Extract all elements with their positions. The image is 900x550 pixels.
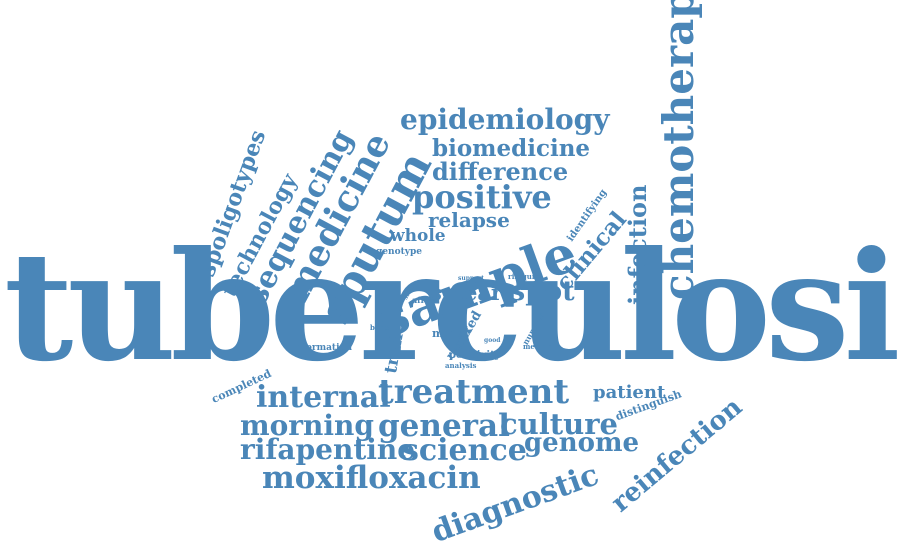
- word-positive: positive: [412, 178, 552, 216]
- word-rifapentine: rifapentine: [240, 433, 416, 466]
- word-median: median: [523, 342, 553, 351]
- word-morning: morning: [240, 409, 374, 442]
- word-moxifloxacin: moxifloxacin: [262, 460, 481, 496]
- word-positivity: positivity: [449, 350, 501, 361]
- word-africa: africa: [412, 295, 438, 305]
- word-whole: whole: [390, 226, 446, 246]
- word-tuberculosis: tuberculosis: [4, 219, 900, 395]
- word-culture: culture: [500, 407, 618, 441]
- word-support: support: [458, 275, 485, 282]
- word-information: information: [292, 343, 353, 353]
- word-analysis: analysis: [445, 361, 477, 370]
- word-cloud: tuberculosis chemotherapy sample sputum …: [4, 0, 900, 550]
- word-general: general: [378, 408, 510, 444]
- word-infection: infection: [623, 184, 652, 305]
- word-genotype: genotype: [376, 247, 422, 257]
- word-difference: difference: [432, 157, 569, 186]
- word-chemotherapy: chemotherapy: [654, 0, 703, 300]
- word-rifaquin: rifaquin: [508, 272, 540, 281]
- word-patient: patient: [593, 382, 666, 403]
- word-internal: internal: [256, 380, 391, 415]
- word-biomedicine: biomedicine: [432, 135, 591, 162]
- word-good: good: [484, 337, 501, 344]
- word-epidemiology: epidemiology: [400, 103, 610, 136]
- word-treatment: treatment: [378, 372, 570, 412]
- word-mgit: mgit: [432, 327, 461, 340]
- word-smear: smear: [430, 280, 503, 305]
- word-genome: genome: [524, 428, 640, 458]
- word-relapse: relapse: [428, 208, 510, 232]
- word-science: science: [402, 433, 527, 468]
- word-spot: spot: [510, 276, 575, 307]
- word-benefit: benefit: [370, 323, 398, 332]
